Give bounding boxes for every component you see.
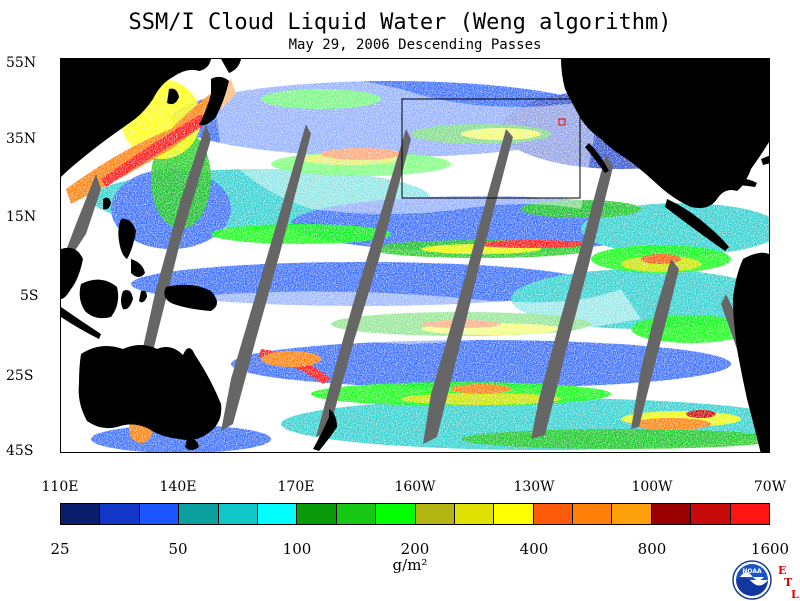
colorbar-segment <box>218 504 258 524</box>
colorbar-segment <box>533 504 574 524</box>
colorbar-segment <box>415 504 455 524</box>
colorbar-segment <box>376 504 416 524</box>
colorbar-tick-label: 200 <box>400 540 430 558</box>
map-canvas <box>61 59 769 452</box>
lat-label-55n: 55N <box>6 55 37 71</box>
etl-letter-e: E <box>778 564 787 577</box>
colorbar-segment <box>651 504 692 524</box>
colorbar-segment <box>297 504 337 524</box>
colorbar-tick-label: 50 <box>168 540 188 558</box>
lat-label-45s: 45S <box>6 443 34 459</box>
etl-letter-t: T <box>784 576 793 589</box>
colorbar-segment <box>179 504 219 524</box>
colorbar-unit: g/m² <box>392 556 428 574</box>
lat-label-5s: 5S <box>20 288 39 304</box>
colorbar-tick-label: 25 <box>50 540 70 558</box>
colorbar-tick-label: 800 <box>637 540 667 558</box>
chart-subtitle: May 29, 2006 Descending Passes <box>288 37 542 53</box>
lon-label-130w: 130W <box>513 479 555 495</box>
lon-label-110e: 110E <box>41 479 79 495</box>
noaa-logo-icon: NOAA <box>732 560 772 600</box>
lon-label-140e: 140E <box>159 479 197 495</box>
lon-label-100w: 100W <box>631 479 673 495</box>
colorbar-segment <box>61 504 101 524</box>
lat-label-25s: 25S <box>6 368 34 384</box>
colorbar <box>60 503 770 525</box>
marker-small-box <box>558 118 566 126</box>
colorbar-segment <box>257 504 298 524</box>
etl-letter-l: L <box>791 588 799 601</box>
colorbar-tick-label: 1600 <box>750 540 790 558</box>
colorbar-segment <box>100 504 140 524</box>
colorbar-segment <box>139 504 180 524</box>
lon-label-170e: 170E <box>277 479 315 495</box>
chart-title: SSM/I Cloud Liquid Water (Weng algorithm… <box>128 10 672 35</box>
colorbar-segment <box>454 504 495 524</box>
map-panel <box>60 58 770 453</box>
colorbar-segment <box>612 504 652 524</box>
lon-label-160w: 160W <box>394 479 436 495</box>
analysis-box <box>401 98 581 199</box>
colorbar-segment <box>730 504 770 524</box>
lon-label-70w: 70W <box>753 479 787 495</box>
colorbar-segment <box>494 504 534 524</box>
lat-label-15n: 15N <box>6 209 37 225</box>
colorbar-segment <box>336 504 377 524</box>
colorbar-tick-label: 100 <box>282 540 312 558</box>
lat-label-35n: 35N <box>6 131 37 147</box>
colorbar-tick-label: 400 <box>519 540 549 558</box>
etl-mark: E T L <box>775 560 800 601</box>
colorbar-segment <box>691 504 731 524</box>
colorbar-segment <box>573 504 613 524</box>
land-masses <box>61 59 769 452</box>
logo-text: NOAA <box>742 568 762 575</box>
